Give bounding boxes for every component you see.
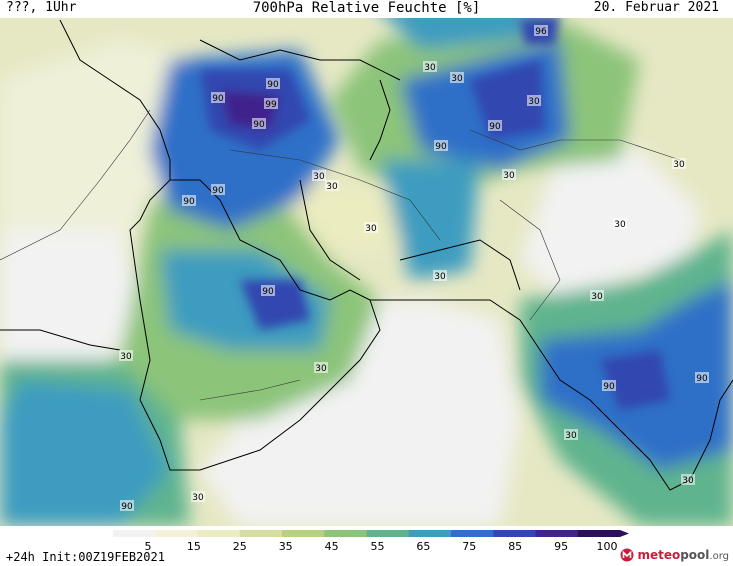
contour-label-text: 30 xyxy=(614,220,626,230)
contour-label-text: 30 xyxy=(315,364,327,374)
contour-label: 96 xyxy=(534,25,548,37)
color-legend: 5 15 25 35 45 55 65 75 85 95 100 xyxy=(113,530,629,553)
contour-label-text: 30 xyxy=(451,74,463,84)
contour-label: 90 xyxy=(182,195,196,207)
contour-label-text: 90 xyxy=(253,120,265,130)
legend-swatch xyxy=(535,530,579,537)
legend-tick-label: 35 xyxy=(279,540,293,553)
contour-label: 30 xyxy=(119,350,133,362)
legend-swatch xyxy=(366,530,410,537)
contour-label-text: 90 xyxy=(603,382,615,392)
init-run-info: +24h Init:00Z19FEB2021 xyxy=(6,550,165,564)
legend-tick-label: 85 xyxy=(508,540,522,553)
contour-label-text: 90 xyxy=(121,502,133,512)
legend-tick-label: 15 xyxy=(187,540,201,553)
contour-label-text: 96 xyxy=(535,27,547,37)
contour-label-text: 90 xyxy=(489,122,501,132)
contour-label-text: 30 xyxy=(503,171,515,181)
legend-swatch xyxy=(408,530,452,537)
contour-label-text: 30 xyxy=(528,97,540,107)
contour-label-text: 30 xyxy=(120,352,132,362)
legend-ticks: 5 15 25 35 45 55 65 75 85 95 100 xyxy=(145,540,618,553)
contour-label-text: 90 xyxy=(212,94,224,104)
contour-labels: 9090999030309690903030309090303030303090… xyxy=(119,25,709,512)
contour-label: 90 xyxy=(695,372,709,384)
contour-label: 30 xyxy=(364,222,378,234)
legend-tick-label: 100 xyxy=(597,540,618,553)
legend-tick-label: 75 xyxy=(462,540,476,553)
map-title: 700hPa Relative Feuchte [%] xyxy=(252,0,481,16)
contour-label: 30 xyxy=(423,61,437,73)
contour-label-text: 30 xyxy=(565,431,577,441)
humidity-map: 9090999030309690903030309090303030303090… xyxy=(0,18,733,526)
contour-label: 90 xyxy=(266,78,280,90)
map-header: ???, 1Uhr 700hPa Relative Feuchte [%] 20… xyxy=(0,0,733,18)
contour-label-text: 30 xyxy=(424,63,436,73)
brand-text: meteopool.org xyxy=(637,548,729,562)
contour-label: 30 xyxy=(672,158,686,170)
forecast-date: 20. Februar 2021 xyxy=(593,0,719,15)
humidity-field xyxy=(0,18,733,526)
contour-label-text: 90 xyxy=(183,197,195,207)
contour-label: 90 xyxy=(211,184,225,196)
contour-label: 90 xyxy=(252,118,266,130)
contour-label: 99 xyxy=(264,98,278,110)
contour-label: 30 xyxy=(325,180,339,192)
contour-label: 90 xyxy=(434,140,448,152)
meteopool-logo-icon xyxy=(620,548,634,562)
contour-label: 30 xyxy=(527,95,541,107)
contour-label-text: 30 xyxy=(434,272,446,282)
legend-tick-label: 45 xyxy=(325,540,339,553)
borders xyxy=(0,109,681,401)
legend-swatch xyxy=(113,530,156,537)
legend-swatch xyxy=(451,530,494,537)
contour-label-text: 99 xyxy=(265,100,277,110)
legend-tick-label: 95 xyxy=(554,540,568,553)
legend-tick-label: 25 xyxy=(233,540,247,553)
legend-tick-label: 55 xyxy=(371,540,385,553)
contour-label-text: 30 xyxy=(313,172,325,182)
legend-swatch xyxy=(282,530,325,537)
contour-label: 30 xyxy=(433,270,447,282)
valid-time-label: ???, 1Uhr xyxy=(6,0,77,15)
contour-label-text: 30 xyxy=(682,476,694,486)
contour-label: 30 xyxy=(312,170,326,182)
legend-swatch xyxy=(197,530,241,537)
contour-label-text: 30 xyxy=(192,493,204,503)
contour-label: 30 xyxy=(191,491,205,503)
legend-swatch xyxy=(493,530,536,537)
contour-label: 30 xyxy=(613,218,627,230)
contour-label: 90 xyxy=(488,120,502,132)
legend-swatch xyxy=(577,530,621,537)
legend-arrow-tip xyxy=(620,530,629,537)
contour-label-text: 90 xyxy=(435,142,447,152)
contour-label: 30 xyxy=(450,72,464,84)
contour-label-text: 90 xyxy=(267,80,279,90)
brand-logo[interactable]: meteopool.org xyxy=(620,546,729,564)
legend-swatch xyxy=(239,530,283,537)
legend-swatch xyxy=(324,530,367,537)
contour-label: 90 xyxy=(261,285,275,297)
contour-label-text: 30 xyxy=(365,224,377,234)
legend-tick-label: 65 xyxy=(416,540,430,553)
contour-label: 30 xyxy=(590,290,604,302)
legend-tick-label: 5 xyxy=(145,540,152,553)
contour-label-text: 90 xyxy=(696,374,708,384)
contour-label: 90 xyxy=(602,380,616,392)
contour-label-text: 30 xyxy=(591,292,603,302)
legend-swatches xyxy=(113,530,629,537)
contour-label: 90 xyxy=(211,92,225,104)
contour-label-text: 30 xyxy=(326,182,338,192)
contour-label: 90 xyxy=(120,500,134,512)
contour-label-text: 30 xyxy=(673,160,685,170)
contour-label: 30 xyxy=(564,429,578,441)
contour-label-text: 90 xyxy=(212,186,224,196)
contour-label: 30 xyxy=(681,474,695,486)
contour-label: 30 xyxy=(314,362,328,374)
coastlines xyxy=(0,19,733,491)
contour-label: 30 xyxy=(502,169,516,181)
legend-swatch xyxy=(155,530,198,537)
contour-label-text: 90 xyxy=(262,287,274,297)
